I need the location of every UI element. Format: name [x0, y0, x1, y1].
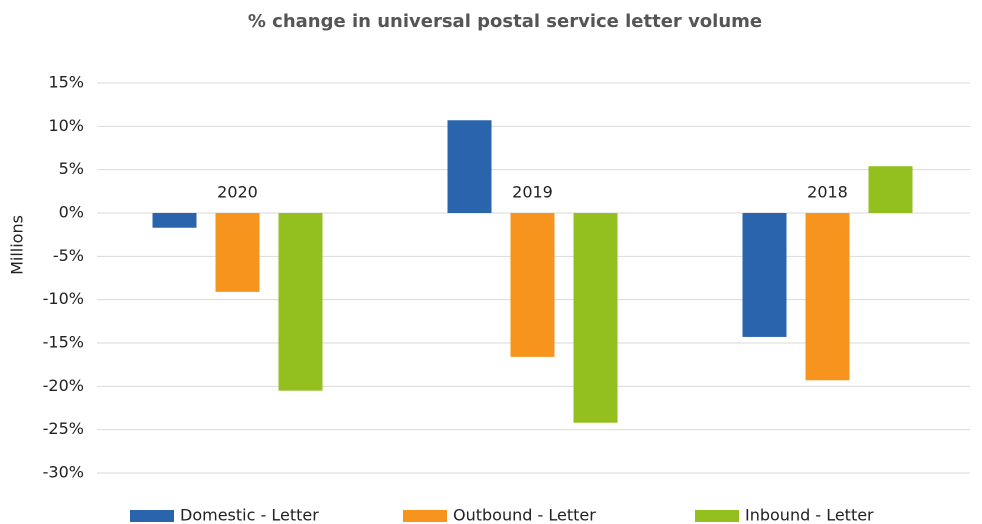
y-tick-label: 10%	[48, 116, 84, 135]
y-tick-label: -25%	[43, 419, 84, 438]
category-label: 2019	[512, 183, 553, 202]
y-tick-label: 5%	[59, 159, 84, 178]
legend-label: Inbound - Letter	[745, 506, 874, 524]
category-label: 2018	[807, 183, 848, 202]
y-tick-label: 0%	[59, 203, 84, 222]
bar	[278, 213, 323, 391]
bar	[152, 213, 197, 228]
bar	[215, 213, 260, 292]
legend-swatch	[695, 510, 739, 522]
bar	[805, 213, 850, 381]
bar	[868, 166, 913, 213]
category-label: 2020	[217, 183, 258, 202]
bar	[742, 213, 787, 337]
y-tick-label: -15%	[43, 333, 84, 352]
legend-swatch	[403, 510, 447, 522]
bar	[510, 213, 555, 357]
bar	[573, 213, 618, 423]
y-axis-label: Millions	[8, 215, 27, 275]
y-tick-label: -10%	[43, 289, 84, 308]
legend-label: Domestic - Letter	[180, 506, 319, 524]
legend-label: Outbound - Letter	[453, 506, 596, 524]
bar	[447, 120, 492, 213]
chart-title: % change in universal postal service let…	[248, 11, 762, 32]
y-tick-label: -30%	[43, 463, 84, 482]
legend-swatch	[130, 510, 174, 522]
y-tick-label: 15%	[48, 73, 84, 92]
y-tick-label: -5%	[53, 246, 84, 265]
y-tick-label: -20%	[43, 376, 84, 395]
